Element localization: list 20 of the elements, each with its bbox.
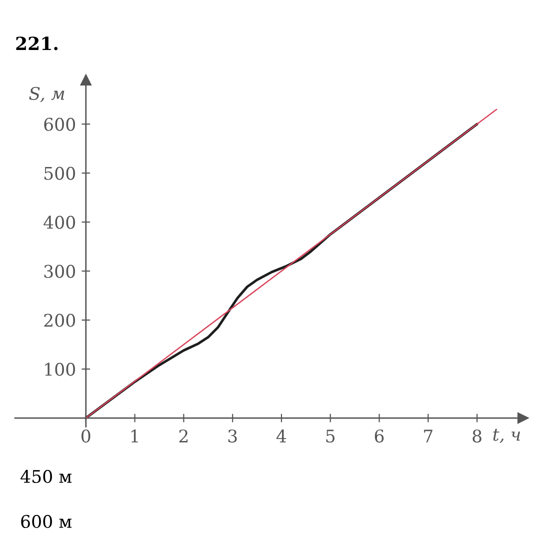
x-tick-label: 4 (276, 429, 286, 442)
y-tick-label: 400 (44, 216, 76, 229)
y-tick-label: 500 (44, 166, 76, 180)
y-tick-label: 200 (44, 314, 76, 327)
x-tick-label: 1 (131, 429, 138, 442)
x-tick-label: 6 (374, 429, 384, 443)
text: 450 м (20, 470, 72, 484)
y-tick-label: 600 (44, 118, 76, 131)
x-tick-label: 0 (82, 429, 90, 443)
text: 600 м (21, 514, 72, 528)
chart-title: 221. (16, 36, 58, 50)
x-axis-title: t, ч (493, 428, 520, 444)
x-tick-label: 8 (472, 429, 482, 443)
y-tick-label: 300 (44, 264, 76, 278)
x-tick-label: 5 (326, 430, 335, 443)
x-tick-label: 7 (424, 430, 432, 442)
x-tick-label: 2 (179, 429, 188, 442)
y-axis-title: S, м (29, 86, 64, 102)
y-tick-label: 100 (45, 362, 76, 376)
x-tick-label: 3 (228, 429, 237, 443)
